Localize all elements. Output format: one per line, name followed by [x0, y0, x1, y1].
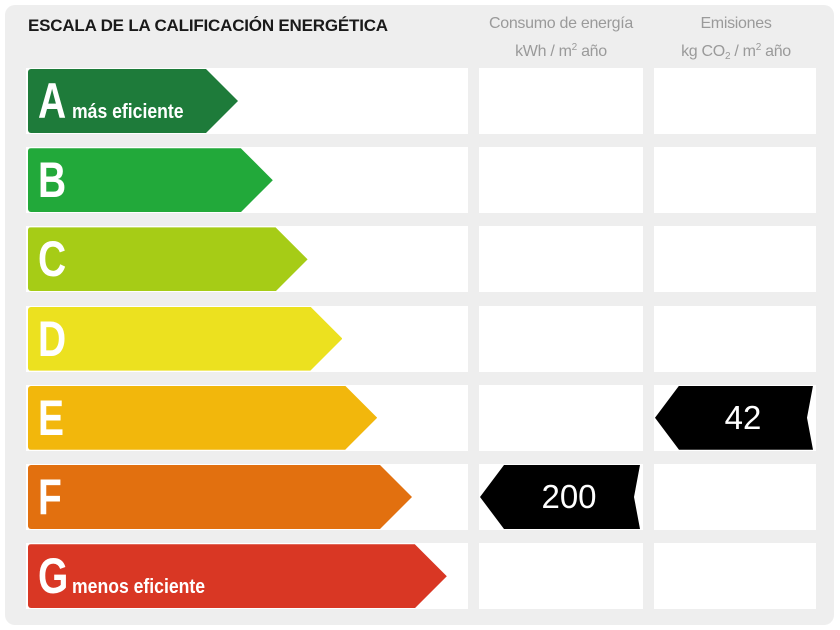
- rating-letter: E: [38, 389, 65, 446]
- energy-column-title: Consumo de energía: [488, 15, 634, 32]
- emissions-cell: [654, 464, 816, 530]
- rating-arrow-f: F: [28, 465, 412, 529]
- energy-value: 200: [541, 478, 597, 515]
- emissions-cell: 42: [654, 384, 816, 451]
- label-title: ESCALA DE LA CALIFICACIÓN ENERGÉTICA: [28, 16, 388, 35]
- rating-arrow-e: E: [28, 386, 377, 450]
- energy-cell: [479, 543, 643, 610]
- emissions-value: 42: [724, 398, 762, 436]
- rating-sublabel: más eficiente: [72, 101, 184, 123]
- energy-cell: 200: [479, 464, 643, 530]
- emissions-column-title: Emisiones: [700, 15, 772, 32]
- emissions-cell: [654, 68, 816, 134]
- energy-cell: [479, 305, 643, 372]
- energy-cell: [479, 226, 643, 293]
- emissions-cell: [654, 147, 816, 214]
- energy-column-header: Consumo de energía kWh / m2 año: [478, 12, 644, 64]
- scale-cell: C: [26, 226, 468, 293]
- energy-rating-indicator: 200: [480, 465, 640, 529]
- rating-letter: B: [38, 152, 67, 209]
- scale-cell: E: [26, 384, 468, 451]
- rating-letter: G: [38, 548, 69, 605]
- scale-cell: B: [26, 147, 468, 214]
- emissions-cell: [654, 226, 816, 293]
- energy-cell: [479, 68, 643, 134]
- emissions-rating-indicator: 42: [655, 386, 813, 450]
- rating-arrow-d: D: [28, 307, 342, 371]
- emissions-cell: [654, 543, 816, 610]
- rating-arrow-c: C: [28, 227, 308, 291]
- rating-letter: D: [38, 310, 67, 367]
- emissions-column-unit: kg CO2 / m2 año: [681, 42, 791, 62]
- emissions-column-header: Emisiones kg CO2 / m2 año: [653, 12, 819, 69]
- energy-cell: [479, 384, 643, 451]
- scale-cell: F: [26, 464, 468, 530]
- rating-letter: F: [38, 469, 62, 525]
- rating-letter: A: [38, 73, 67, 129]
- rating-sublabel: menos eficiente: [72, 576, 206, 599]
- emissions-cell: [654, 305, 816, 372]
- rating-arrow-b: B: [28, 148, 273, 212]
- scale-cell: D: [26, 305, 468, 372]
- energy-column-unit: kWh / m2 año: [515, 42, 607, 60]
- rating-letter: C: [38, 231, 67, 288]
- energy-cell: [479, 147, 643, 214]
